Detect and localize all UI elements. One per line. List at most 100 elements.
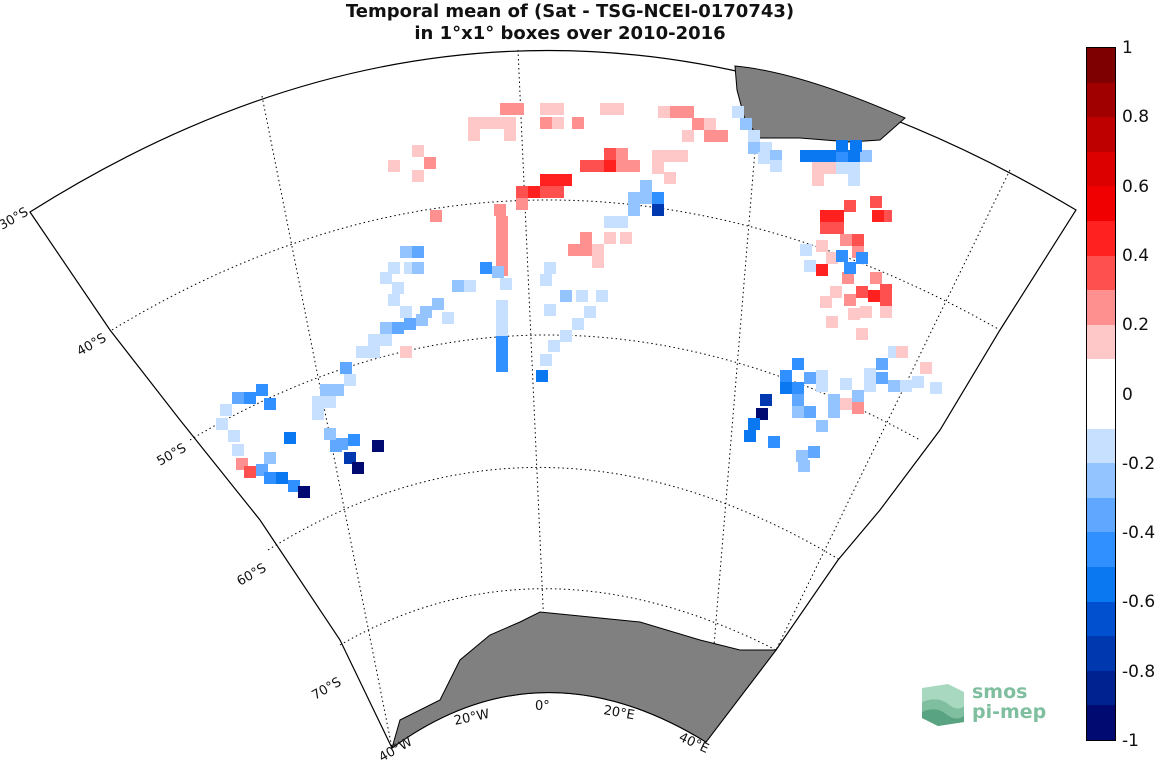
- anomaly-box: [312, 396, 324, 408]
- anomaly-box: [324, 428, 336, 440]
- anomaly-box: [616, 216, 628, 228]
- anomaly-box: [492, 117, 504, 129]
- anomaly-box: [404, 318, 416, 330]
- anomaly-box: [496, 252, 508, 264]
- anomaly-box: [544, 262, 556, 274]
- anomaly-box: [900, 380, 912, 392]
- title-line-1: Temporal mean of (Sat - TSG-NCEI-0170743…: [345, 1, 795, 22]
- anomaly-box: [816, 240, 828, 252]
- logo-text: smos pi-mep: [972, 682, 1046, 722]
- anomaly-box: [816, 264, 828, 276]
- colorbar-bin: [1087, 255, 1115, 291]
- anomaly-box: [492, 266, 504, 278]
- anomaly-box: [516, 198, 528, 210]
- cb-tick: -0.2: [1122, 454, 1156, 474]
- anomaly-box: [332, 384, 344, 396]
- anomaly-box: [496, 312, 508, 324]
- anomaly-box: [232, 444, 244, 456]
- anomaly-box: [880, 306, 892, 318]
- anomaly-box: [340, 362, 352, 374]
- anomaly-box: [432, 298, 444, 310]
- anomaly-box: [836, 250, 848, 262]
- anomaly-box: [516, 186, 528, 198]
- anomaly-box: [392, 282, 404, 294]
- anomaly-box: [412, 262, 424, 274]
- anomaly-box: [264, 472, 276, 484]
- anomaly-box: [876, 358, 888, 370]
- anomaly-box: [276, 472, 288, 484]
- colorbar-bin: [1087, 221, 1115, 257]
- title-line-2: in 1°x1° boxes over 2010-2016: [414, 23, 726, 44]
- anomaly-box: [568, 244, 580, 256]
- anomaly-box: [640, 192, 652, 204]
- anomaly-box: [824, 162, 836, 174]
- anomaly-box: [496, 336, 508, 348]
- anomaly-box: [824, 150, 836, 162]
- anomaly-box: [770, 150, 782, 162]
- anomaly-box: [592, 256, 604, 268]
- anomaly-box: [596, 290, 608, 302]
- colorbar-bin: [1087, 670, 1115, 706]
- colorbar-bin: [1087, 705, 1115, 741]
- anomaly-box: [860, 306, 872, 318]
- anomaly-box: [496, 240, 508, 252]
- anomaly-box: [348, 434, 360, 446]
- lat-label-40s: 40°S: [75, 331, 110, 360]
- anomaly-box: [616, 148, 628, 160]
- anomaly-box: [548, 340, 560, 352]
- longitude-graticule: [261, 49, 1011, 749]
- anomaly-box: [836, 162, 848, 174]
- anomaly-box: [528, 186, 540, 198]
- colorbar-bin: [1087, 636, 1115, 672]
- anomaly-box: [792, 406, 804, 418]
- logo-line-1: smos: [972, 681, 1028, 703]
- anomaly-box: [744, 430, 756, 442]
- anomaly-box: [876, 372, 888, 384]
- anomaly-box: [312, 408, 324, 420]
- anomaly-box: [844, 200, 856, 212]
- anomaly-box: [628, 192, 640, 204]
- anomaly-box: [628, 160, 640, 172]
- anomaly-box: [552, 103, 564, 115]
- anomaly-box: [808, 446, 820, 458]
- anomaly-box: [812, 150, 824, 162]
- cb-tick: -0.6: [1122, 592, 1156, 612]
- anomaly-box: [388, 294, 400, 306]
- colorbar-bin: [1087, 359, 1115, 395]
- anomaly-box: [616, 160, 628, 172]
- anomaly-box: [540, 354, 552, 366]
- anomaly-box: [330, 440, 342, 452]
- anomaly-box: [760, 394, 772, 406]
- anomaly-box: [804, 406, 816, 418]
- anomaly-box: [780, 370, 792, 382]
- colorbar-bin: [1087, 601, 1115, 637]
- anomaly-box: [848, 308, 860, 320]
- anomaly-box: [758, 152, 770, 164]
- anomaly-box: [816, 370, 828, 382]
- anomaly-box: [412, 246, 424, 258]
- anomaly-box: [430, 210, 442, 222]
- anomaly-box: [560, 174, 572, 186]
- anomaly-box: [452, 280, 464, 292]
- anomaly-box: [844, 262, 856, 274]
- lon-label-20w: 20°W: [453, 707, 491, 729]
- anomaly-box: [468, 129, 480, 141]
- anomaly-box: [820, 296, 832, 308]
- anomaly-box: [692, 118, 704, 130]
- anomaly-box: [400, 246, 412, 258]
- cb-tick: 0.2: [1122, 315, 1150, 335]
- anomaly-box: [848, 174, 860, 186]
- anomaly-box: [496, 228, 508, 240]
- anomaly-box: [580, 160, 592, 172]
- anomaly-box: [640, 180, 652, 192]
- anomaly-box: [880, 296, 892, 308]
- anomaly-box: [840, 234, 852, 246]
- colorbar: [1086, 47, 1116, 741]
- map-plot: 30°S 40°S 50°S 60°S 70°S 40°W 20°W 0° 20…: [0, 49, 1077, 763]
- anomaly-box: [856, 328, 868, 340]
- anomaly-box: [604, 148, 616, 160]
- anomaly-box: [368, 334, 380, 346]
- anomaly-box: [380, 322, 392, 334]
- cb-tick: 0.6: [1122, 177, 1150, 197]
- lat-label-50s: 50°S: [155, 441, 190, 470]
